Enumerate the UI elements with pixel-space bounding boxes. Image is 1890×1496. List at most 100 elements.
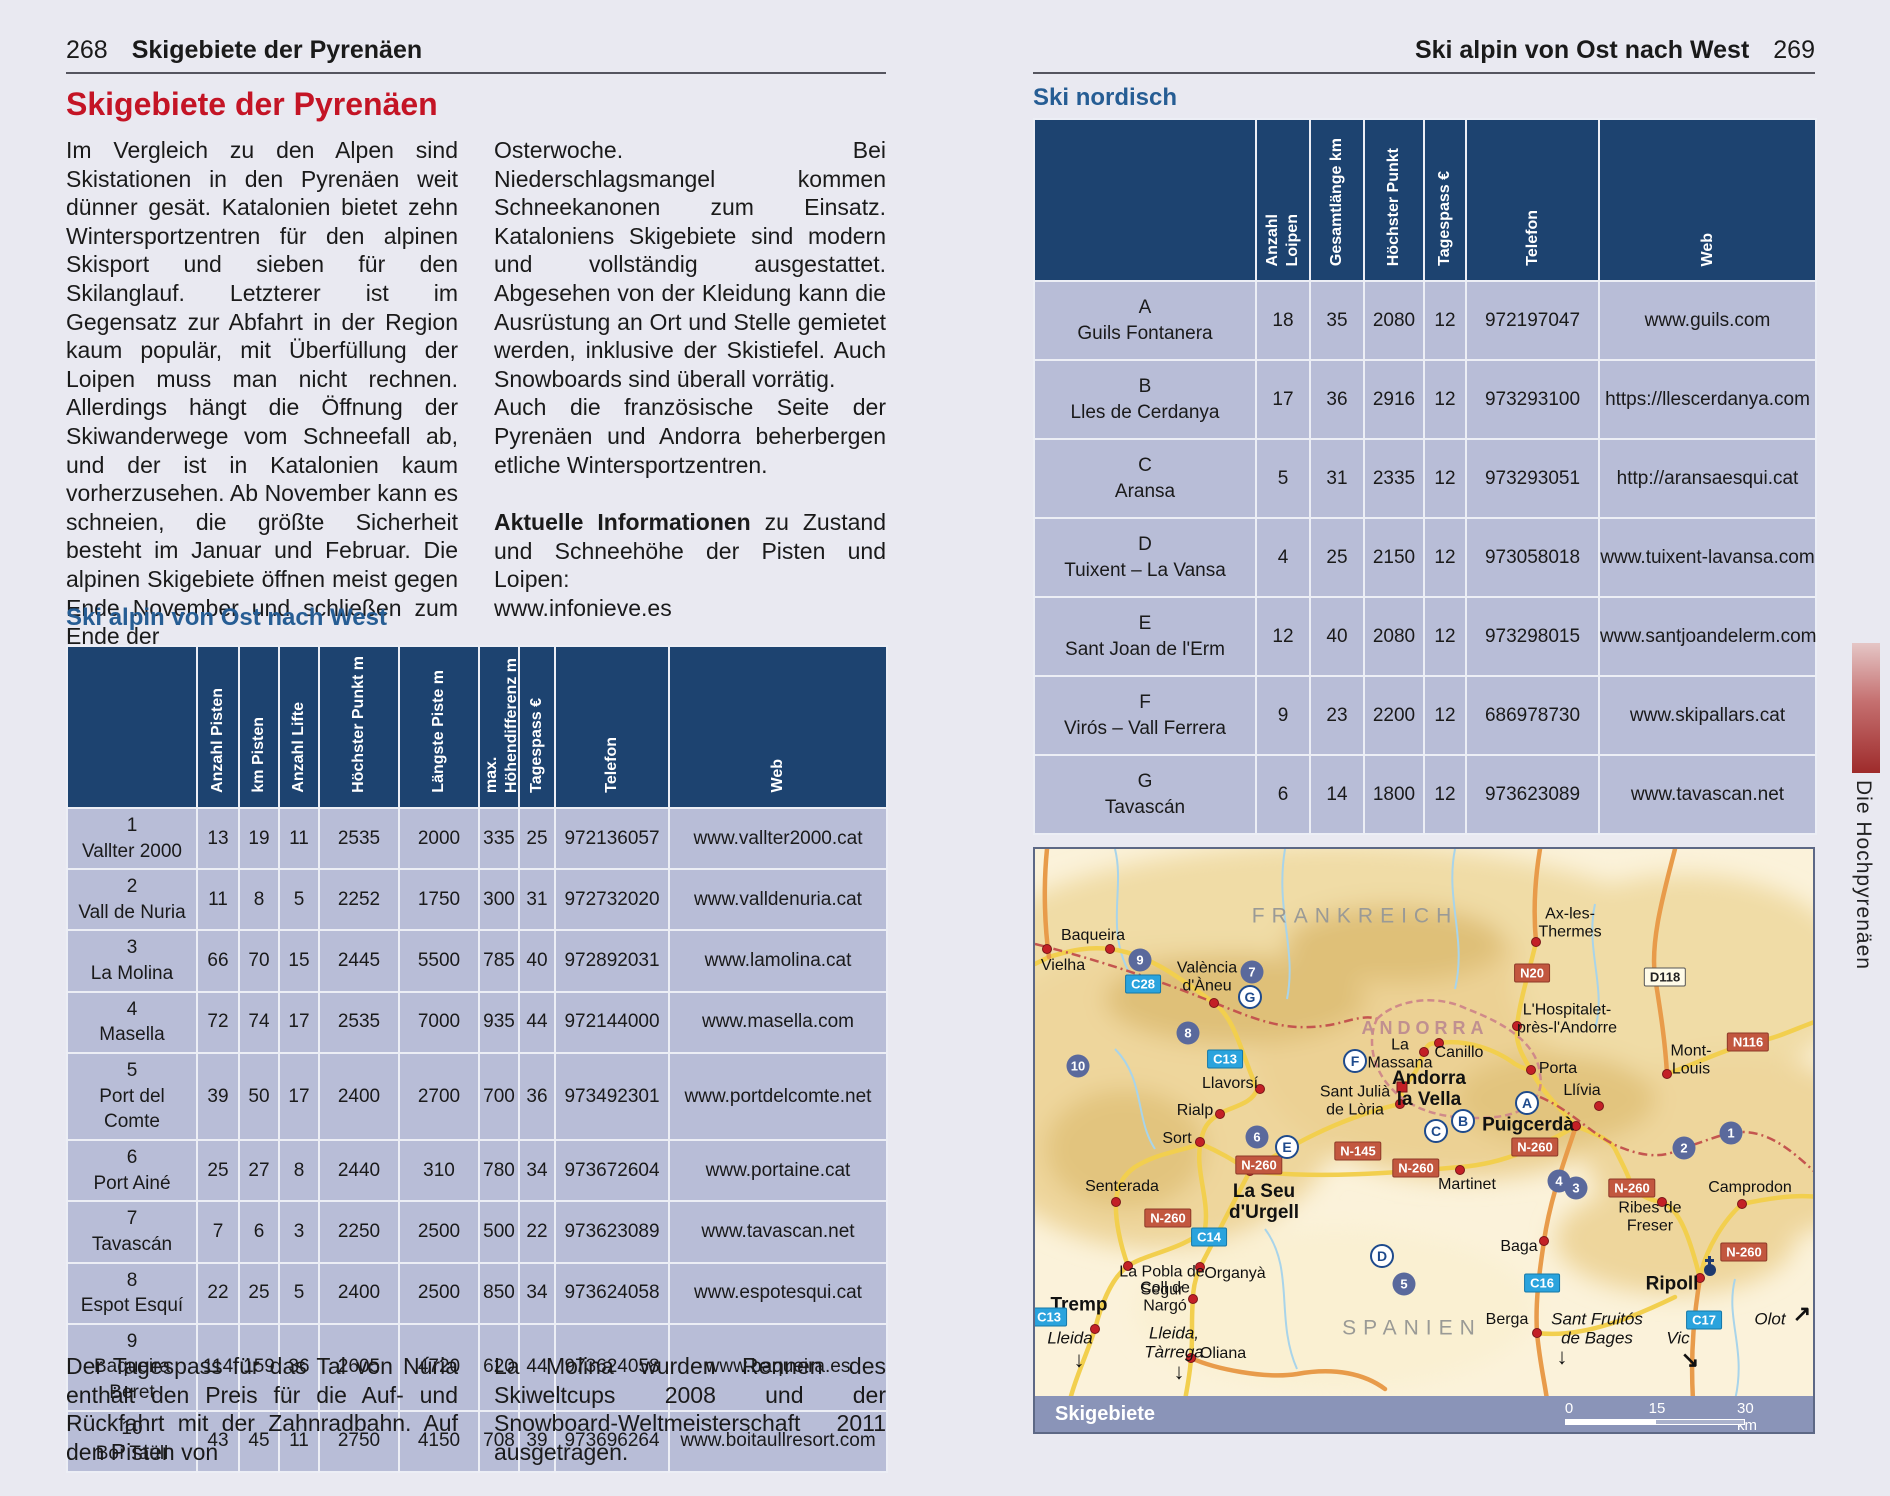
nordic-area-badge[interactable]: F: [1343, 1049, 1367, 1073]
resort-value: 2916: [1363, 359, 1425, 440]
resort-value: 12: [1423, 280, 1467, 361]
town-dot: [1090, 1324, 1100, 1334]
road-shield: N-260: [1608, 1178, 1656, 1198]
resort-value: 8: [278, 1138, 320, 1203]
resort-website[interactable]: www.guils.com: [1598, 280, 1817, 361]
nordic-area-badge[interactable]: A: [1515, 1091, 1539, 1115]
resort-website[interactable]: www.tavascan.net: [668, 1200, 888, 1264]
resort-value: 935: [478, 990, 520, 1055]
town-label: Sort: [1162, 1130, 1192, 1148]
scale-segment-2: [1655, 1419, 1745, 1425]
alpine-area-badge[interactable]: 7: [1240, 960, 1264, 984]
info-paragraph: Aktuelle Informationen zu Zustand und Sc…: [494, 508, 886, 622]
resort-website[interactable]: www.baqueira.es: [668, 1322, 888, 1412]
town-label: Camprodon: [1708, 1179, 1792, 1197]
resort-website[interactable]: www.portaine.cat: [668, 1138, 888, 1203]
column-header-cell: Anzahl Pisten: [196, 645, 240, 809]
resort-name-cell: 8 Espot Esquí: [66, 1261, 198, 1325]
town-label: Llívia: [1563, 1082, 1601, 1100]
road-shield: D118: [1643, 967, 1687, 987]
direction-arrow-icon: ↓: [1073, 1347, 1085, 1372]
region-label: ANDORRA: [1361, 1018, 1489, 1039]
footer-column-1: Der Tagespass für das Tal von Núria enth…: [66, 1353, 458, 1465]
road-shield: C16: [1524, 1273, 1560, 1293]
info-url[interactable]: www.infonieve.es: [494, 594, 672, 621]
resort-website[interactable]: www.santjoandelerm.com: [1598, 596, 1817, 677]
intro-column-1: Im Vergleich zu den Alpen sind Skistatio…: [66, 137, 458, 650]
resort-value: 972892031: [554, 929, 670, 993]
resort-value: 22: [196, 1261, 240, 1325]
resort-website[interactable]: www.lamolina.cat: [668, 929, 888, 993]
table-row: 7 Tavascán 7 6 3 2250 2500 500 22 973623089 www.ta…: [66, 1200, 888, 1264]
resort-value: 2400: [318, 1052, 400, 1141]
resort-value: 1750: [398, 868, 480, 932]
column-header: Anzahl Lifte: [290, 702, 307, 793]
resort-value: 780: [478, 1138, 520, 1203]
resort-value: 972136057: [554, 806, 670, 871]
nordic-area-badge[interactable]: G: [1238, 985, 1262, 1009]
resort-value: 17: [1255, 359, 1311, 440]
resort-website[interactable]: www.skipallars.cat: [1598, 675, 1817, 756]
resort-value: 12: [1423, 675, 1467, 756]
resort-website[interactable]: www.tuixent-lavansa.com: [1598, 517, 1817, 598]
resort-website[interactable]: www.vallter2000.cat: [668, 806, 888, 871]
town-label: Senterada: [1085, 1178, 1159, 1196]
alpine-area-badge[interactable]: 9: [1128, 948, 1152, 972]
resort-value: 2500: [398, 1200, 480, 1264]
column-header-cell: Gesamtlänge km: [1309, 118, 1365, 282]
town-label: La Pobla de Segur: [1119, 1263, 1205, 1298]
town-dot: [1594, 1101, 1604, 1111]
road-shield: C14: [1191, 1227, 1227, 1247]
resort-website[interactable]: https://llescerdanya.com: [1598, 359, 1817, 440]
resort-value: 6: [238, 1200, 280, 1264]
road-shield: N-260: [1144, 1208, 1192, 1228]
alpine-area-badge[interactable]: 2: [1672, 1136, 1696, 1160]
alpine-area-badge[interactable]: 1: [1719, 1121, 1743, 1145]
town-label: Mont- Louis: [1670, 1042, 1712, 1077]
resort-website[interactable]: www.valldenuria.cat: [668, 868, 888, 932]
alpine-area-badge[interactable]: 8: [1176, 1021, 1200, 1045]
town-dot: [1657, 1197, 1667, 1207]
resort-value: 973623089: [554, 1200, 670, 1264]
resort-value: 39: [518, 1409, 556, 1474]
resort-value: 973623089: [1465, 754, 1600, 835]
resort-website[interactable]: www.boitaullresort.com: [668, 1409, 888, 1474]
town-label: Coll de Nargó: [1140, 1279, 1190, 1314]
map-scale-bar: 0 15 30 km: [1565, 1400, 1765, 1434]
nordic-area-badge[interactable]: B: [1451, 1109, 1475, 1133]
town-label: Sant Julià de Lòria: [1319, 1083, 1391, 1118]
town-label: Lleida: [1047, 1328, 1093, 1348]
resort-value: 35: [1309, 280, 1365, 361]
nordic-area-badge[interactable]: C: [1424, 1119, 1448, 1143]
resort-map-key: 5: [126, 1060, 138, 1082]
resort-website[interactable]: www.tavascan.net: [1598, 754, 1817, 835]
table-corner-cell: [1033, 118, 1257, 282]
nordic-area-badge[interactable]: D: [1370, 1244, 1394, 1268]
resort-website[interactable]: www.espotesqui.cat: [668, 1261, 888, 1325]
resort-value: 72: [196, 990, 240, 1055]
nordic-area-badge[interactable]: E: [1275, 1135, 1299, 1159]
resort-value: 9: [1255, 675, 1311, 756]
table-row: 4 Masella 72 74 17 2535 7000 935 44 972144000 www.…: [66, 990, 888, 1055]
header-rule-left: [66, 72, 886, 74]
alpine-area-badge[interactable]: 4: [1547, 1169, 1571, 1193]
resort-value: 25: [1309, 517, 1365, 598]
resort-website[interactable]: www.portdelcomte.net: [668, 1052, 888, 1141]
alpine-area-badge[interactable]: 10: [1066, 1054, 1090, 1078]
resort-value: 40: [1309, 596, 1365, 677]
resort-website[interactable]: www.masella.com: [668, 990, 888, 1055]
column-header-cell: Längste Piste m: [398, 645, 480, 809]
resort-name: Port del Comte: [99, 1085, 165, 1133]
column-header: Längste Piste m: [430, 670, 447, 793]
alpine-area-badge[interactable]: 6: [1245, 1125, 1269, 1149]
alpine-area-badge[interactable]: 5: [1392, 1272, 1416, 1296]
resort-value: 23: [1309, 675, 1365, 756]
resort-website[interactable]: http://aransaesqui.cat: [1598, 438, 1817, 519]
resort-value: 12: [1423, 517, 1467, 598]
column-header-cell: Anzahl Loipen: [1255, 118, 1311, 282]
column-header-cell: Telefon: [1465, 118, 1600, 282]
town-dot: [1571, 1121, 1581, 1131]
resort-value: 620: [478, 1322, 520, 1412]
intro-col2-p2: Auch die französische Seite der Pyrenäen…: [494, 394, 886, 478]
resort-value: 973293051: [1465, 438, 1600, 519]
